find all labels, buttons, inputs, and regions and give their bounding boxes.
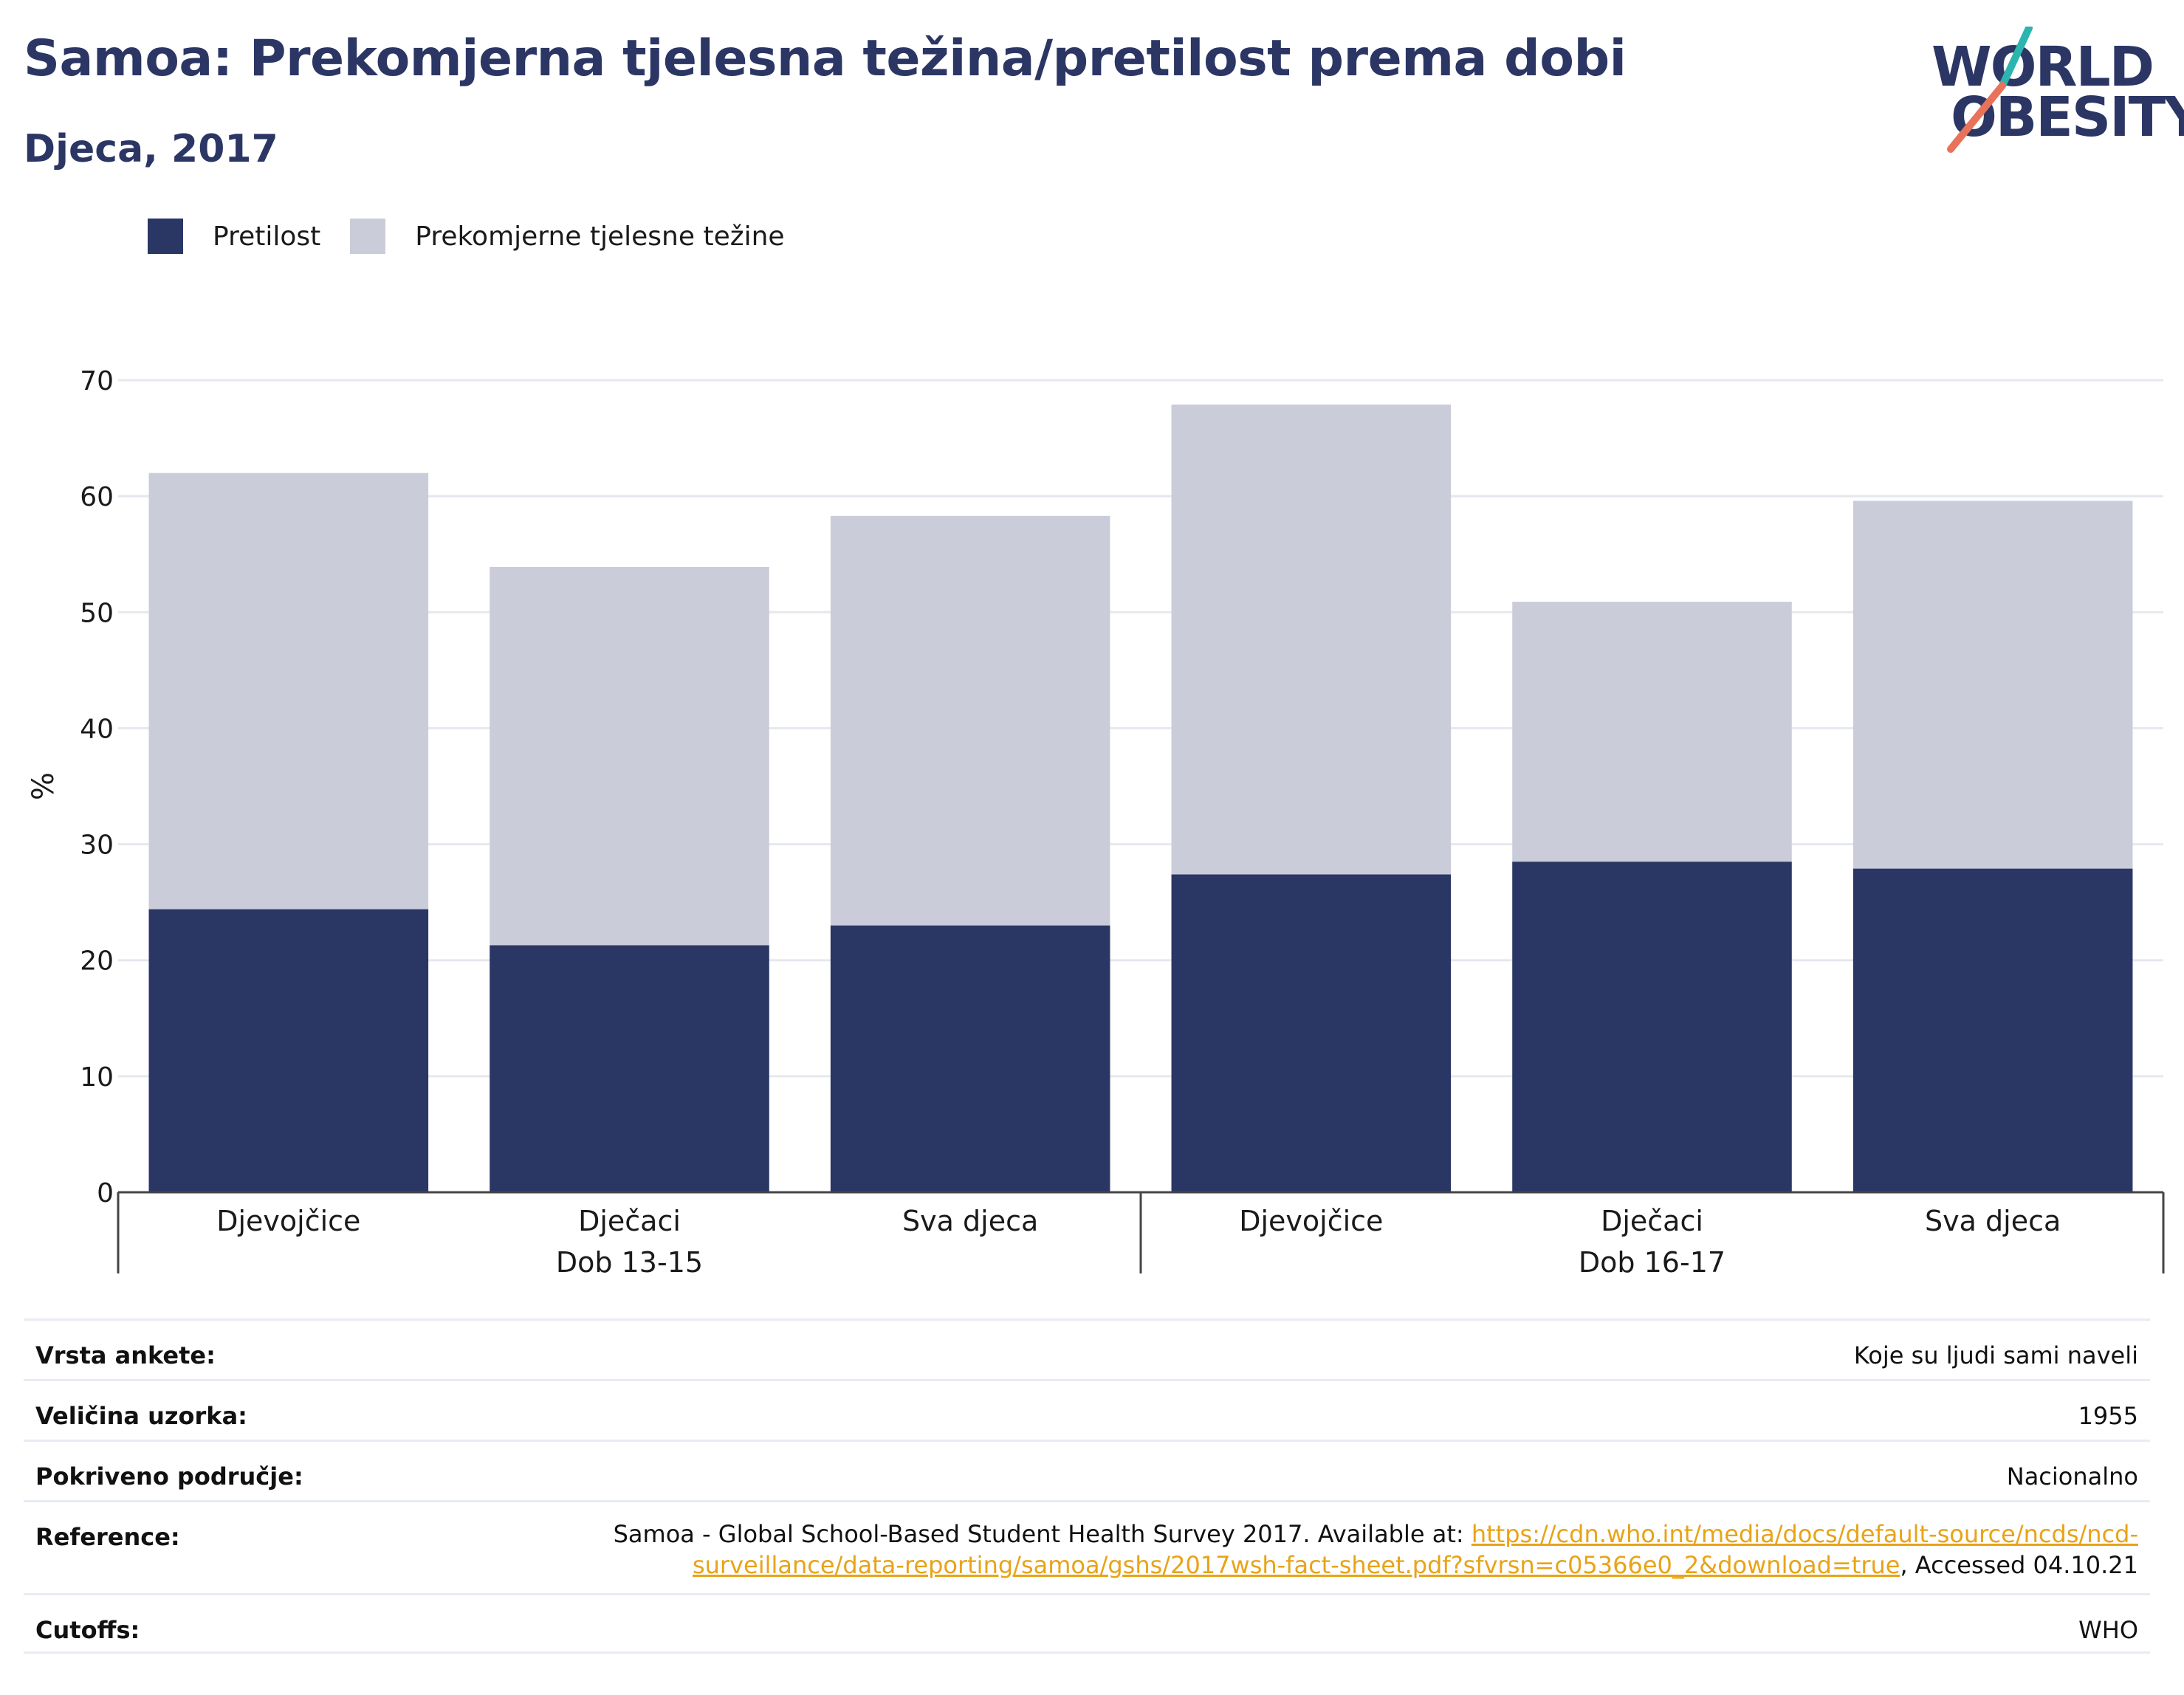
x-category-label: Djevojčice [1239, 1205, 1383, 1237]
bar-obesity-1 [490, 945, 769, 1192]
chart-subtitle: Djeca, 2017 [24, 127, 278, 171]
stacked-bar-chart: 0 10 20 30 40 50 60 70% Djevojčice Dječaci Sva dje… [27, 366, 2165, 1279]
x-category-label: Sva djeca [902, 1205, 1038, 1237]
y-tick-label: 60 [80, 482, 114, 512]
coverage-label: Pokriveno područje: [35, 1462, 303, 1491]
bar-obesity-2 [830, 925, 1110, 1192]
cutoffs-value: WHO [2078, 1616, 2138, 1644]
meta-row-reference: Reference: Samoa - Global School-Based S… [24, 1500, 2150, 1593]
y-tick-label: 50 [80, 598, 114, 628]
chart-title: Samoa: Prekomjerna tjelesna težina/preti… [24, 30, 1627, 88]
meta-row-cutoffs: Cutoffs: WHO [24, 1593, 2150, 1654]
sample-size-value: 1955 [2078, 1402, 2138, 1430]
y-tick-label: 10 [80, 1062, 114, 1093]
chart-legend: Pretilost Prekomjerne tjelesne težine [148, 219, 814, 254]
meta-row-coverage: Pokriveno područje: Nacionalno [24, 1440, 2150, 1500]
cutoffs-label: Cutoffs: [35, 1616, 140, 1644]
y-tick-label: 30 [80, 831, 114, 861]
logo-slash-icon [1947, 27, 2033, 153]
bar-obesity-3 [1171, 874, 1452, 1192]
y-axis-title: % [27, 772, 61, 800]
world-obesity-logo: WORLD OBESITY [1920, 27, 2184, 159]
legend-label-overweight: Prekomjerne tjelesne težine [415, 221, 785, 252]
legend-swatch-overweight [350, 219, 386, 254]
y-tick-label: 40 [80, 714, 114, 744]
reference-accessed: , Accessed 04.10.21 [1900, 1551, 2138, 1579]
x-category-label: Dječaci [1601, 1205, 1703, 1237]
legend-item-overweight[interactable]: Prekomjerne tjelesne težine [350, 219, 785, 254]
x-group-label: Dob 13-15 [556, 1246, 703, 1279]
bar-overweight-0 [148, 472, 429, 910]
coverage-value: Nacionalno [2006, 1462, 2138, 1491]
survey-type-label: Vrsta ankete: [35, 1341, 216, 1369]
reference-text: Samoa - Global School-Based Student Heal… [613, 1520, 1472, 1548]
y-tick-label: 20 [80, 946, 114, 977]
x-category-label: Djevojčice [216, 1205, 360, 1237]
x-category-label: Sva djeca [1925, 1205, 2061, 1237]
reference-link-line1[interactable]: https://cdn.who.int/media/docs/default-s… [1471, 1520, 2138, 1548]
legend-item-obesity[interactable]: Pretilost [148, 219, 320, 254]
bar-overweight-3 [1171, 405, 1452, 875]
survey-type-value: Koje su ljudi sami naveli [1853, 1341, 2138, 1369]
x-category-label: Dječaci [578, 1205, 681, 1237]
reference-label: Reference: [35, 1523, 180, 1551]
meta-row-sample-size: Veličina uzorka: 1955 [24, 1379, 2150, 1440]
reference-value: Samoa - Global School-Based Student Heal… [614, 1519, 2138, 1581]
bar-obesity-5 [1852, 868, 2133, 1192]
legend-label-obesity: Pretilost [213, 221, 321, 252]
legend-swatch-obesity [148, 219, 183, 254]
bar-overweight-4 [1512, 602, 1792, 862]
bar-obesity-0 [148, 909, 429, 1192]
logo-line1: WORLD [1931, 35, 2154, 99]
y-tick-label: 0 [97, 1178, 114, 1208]
sample-size-label: Veličina uzorka: [35, 1402, 247, 1430]
bar-overweight-1 [490, 567, 769, 946]
reference-link-line2[interactable]: surveillance/data-reporting/samoa/gshs/2… [692, 1551, 1900, 1579]
bar-overweight-2 [830, 515, 1110, 926]
y-tick-label: 70 [80, 366, 114, 396]
x-group-label: Dob 16-17 [1579, 1246, 1725, 1279]
survey-metadata-table: Vrsta ankete: Koje su ljudi sami naveli … [24, 1318, 2150, 1654]
bar-overweight-5 [1852, 501, 2133, 869]
bar-obesity-4 [1512, 862, 1792, 1192]
meta-row-survey-type: Vrsta ankete: Koje su ljudi sami naveli [24, 1318, 2150, 1379]
